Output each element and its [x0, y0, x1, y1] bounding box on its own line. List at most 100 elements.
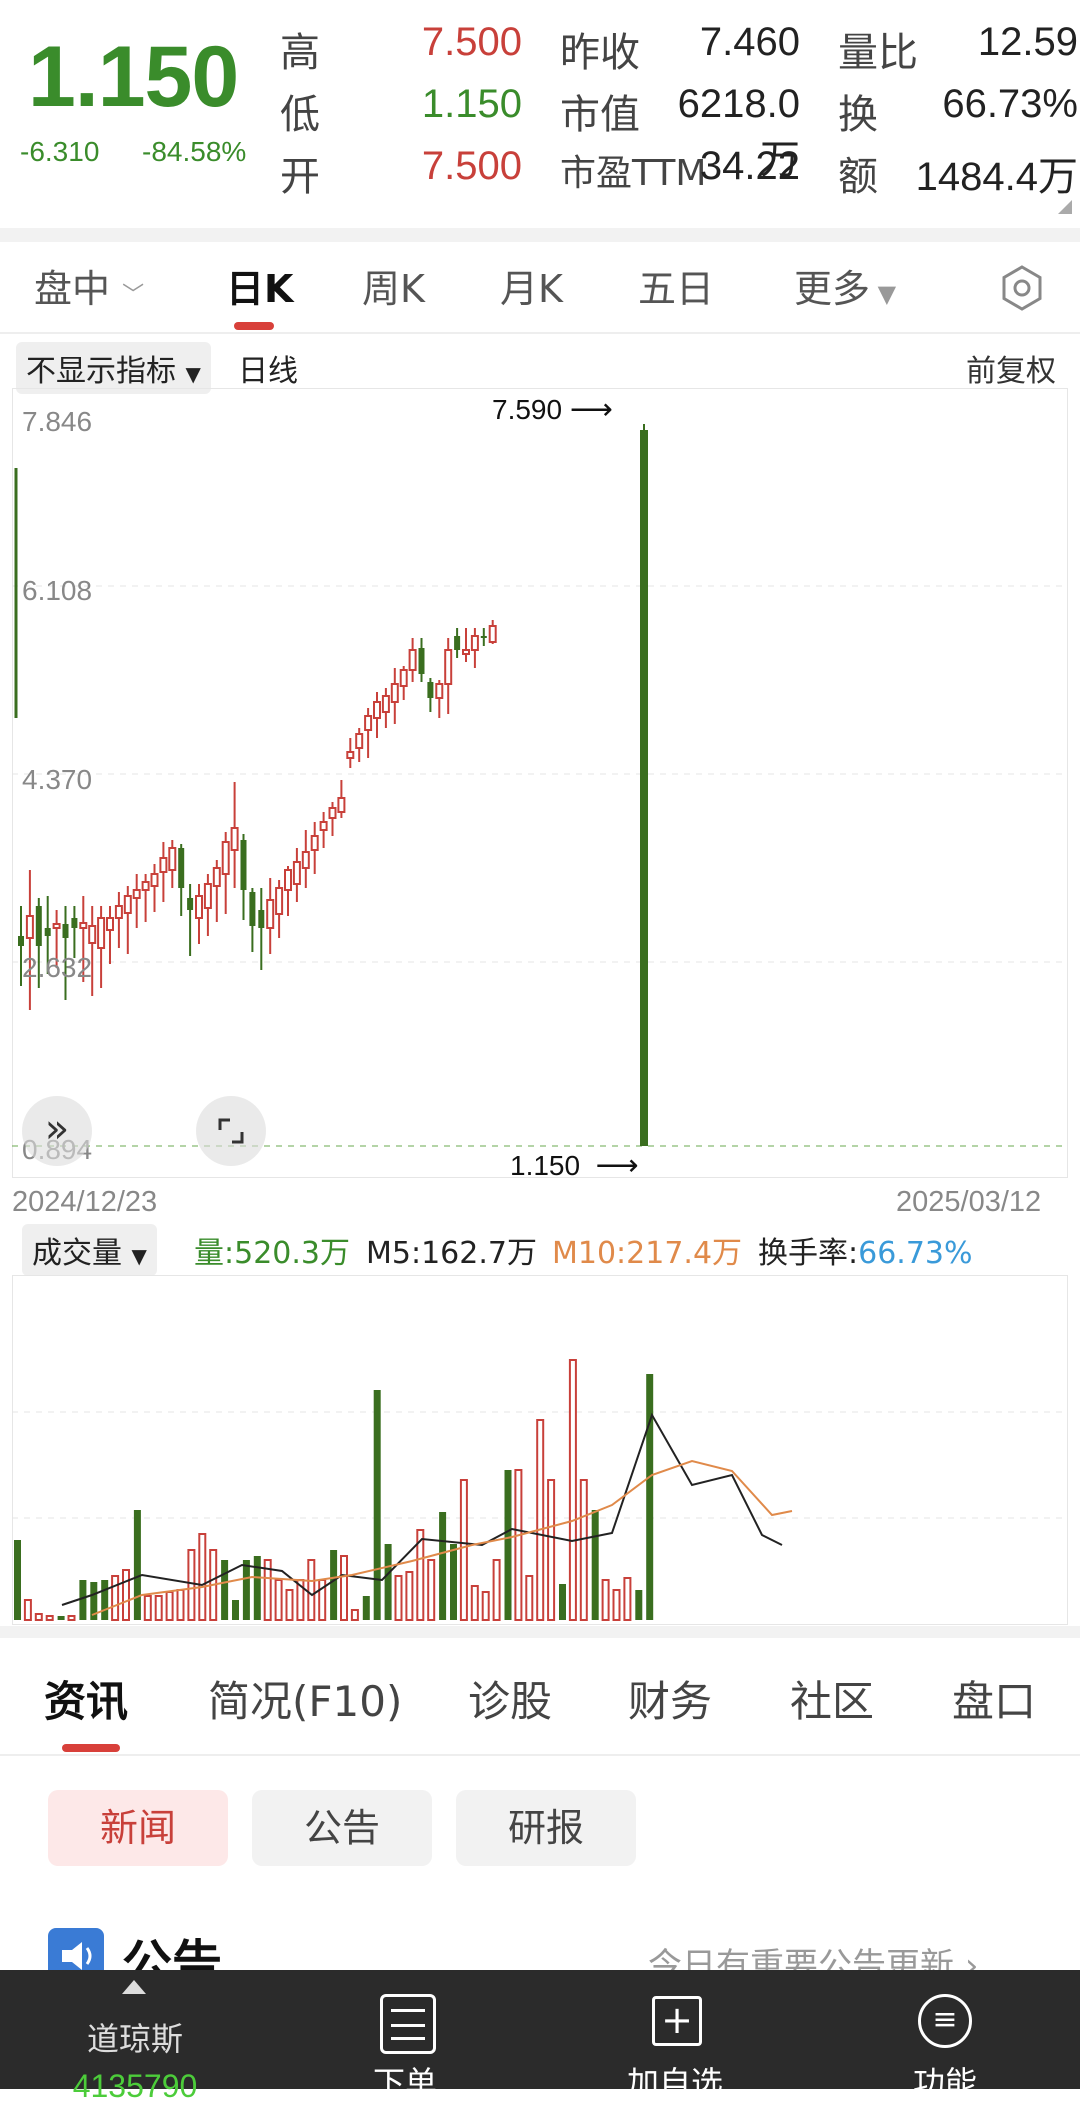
- candle-body: [275, 887, 284, 915]
- tab-five-day[interactable]: 五日: [638, 267, 715, 311]
- caret-up-icon[interactable]: [122, 1980, 146, 1994]
- chip-announcements[interactable]: 公告: [252, 1790, 432, 1866]
- date-end: 2025/03/12: [896, 1186, 1042, 1218]
- volume-bar: [34, 1613, 43, 1621]
- adjust-mode[interactable]: 前复权: [966, 354, 1056, 389]
- tab-diagnosis[interactable]: 诊股: [468, 1677, 553, 1726]
- volume-value: 量:520.3万: [194, 1236, 350, 1271]
- vol-ratio-label: 量比: [838, 30, 918, 76]
- candle-body: [418, 648, 425, 674]
- volume-bar: [330, 1550, 338, 1620]
- candle-body: [435, 683, 444, 699]
- volume-bar: [45, 1615, 54, 1621]
- menu-icon[interactable]: ≡: [918, 1994, 972, 2048]
- candle-body: [212, 867, 221, 887]
- volume-bar: [646, 1374, 654, 1620]
- volume-indicator-dropdown[interactable]: 成交量 ▼: [22, 1224, 157, 1276]
- tab-weekly-k[interactable]: 周K: [362, 267, 425, 311]
- add-watchlist-button[interactable]: 加自选: [626, 2064, 723, 2102]
- tab-finance[interactable]: 财务: [628, 1677, 713, 1726]
- amount-label: 额: [838, 154, 878, 200]
- candle-body: [488, 625, 497, 643]
- tab-news[interactable]: 资讯: [44, 1677, 129, 1726]
- candle-body: [399, 669, 408, 687]
- volume-bar: [439, 1512, 447, 1620]
- pe-value: 34.22: [699, 144, 800, 188]
- turnover-rate: 换手率:66.73%: [758, 1236, 973, 1271]
- tab-more[interactable]: 更多 ▼: [794, 267, 897, 311]
- volume-bar: [504, 1470, 512, 1620]
- volume-bar: [547, 1479, 556, 1621]
- volume-bar: [242, 1560, 250, 1620]
- open-value: 7.500: [421, 144, 522, 188]
- candle-body: [62, 924, 69, 938]
- chart-frame: [12, 1275, 1068, 1625]
- index-value: 4135790: [72, 2068, 198, 2104]
- volume-chart[interactable]: [12, 1275, 1068, 1625]
- candle-body: [427, 682, 434, 698]
- volume-bar: [384, 1544, 392, 1620]
- add-watchlist-icon[interactable]: +: [652, 1996, 702, 2046]
- index-name[interactable]: 道琼斯: [86, 2020, 183, 2058]
- candle-body: [141, 881, 150, 891]
- candle-body: [444, 649, 453, 685]
- tab-orderbook[interactable]: 盘口: [952, 1677, 1037, 1726]
- candle-body: [132, 889, 141, 899]
- high-annotation: 7.590 ⟶: [492, 393, 613, 426]
- candle-body: [187, 898, 194, 910]
- candle-body: [71, 918, 78, 928]
- volume-bar: [187, 1549, 196, 1621]
- volume-bar: [450, 1544, 457, 1620]
- candle-body: [168, 847, 177, 871]
- candle-body: [195, 895, 203, 919]
- candle-body: [310, 835, 319, 851]
- fullscreen-button[interactable]: [196, 1096, 266, 1166]
- tab-community[interactable]: 社区: [790, 1677, 875, 1726]
- volume-bar: [90, 1582, 98, 1620]
- bottom-bar: 道琼斯 4135790 下单 + 加自选 ≡ 功能: [0, 1970, 1080, 2104]
- volume-bar: [623, 1577, 632, 1621]
- candle-body: [18, 936, 24, 946]
- line-type-label: 日线: [238, 354, 298, 389]
- volume-bar: [57, 1616, 65, 1620]
- chip-research[interactable]: 研报: [456, 1790, 636, 1866]
- order-icon[interactable]: [380, 1994, 436, 2054]
- divider: [0, 1754, 1080, 1756]
- collapse-panel-button[interactable]: »: [22, 1096, 92, 1166]
- tab-profile[interactable]: 简况(F10): [208, 1677, 403, 1726]
- divider: [0, 228, 1080, 242]
- volume-bar: [514, 1469, 523, 1621]
- candlestick-chart[interactable]: [12, 388, 1068, 1178]
- corner-expand-icon[interactable]: [1058, 200, 1072, 214]
- candle-body: [52, 923, 61, 929]
- volume-bar: [394, 1575, 403, 1621]
- tab-intraday[interactable]: 盘中 ﹀: [34, 267, 145, 311]
- volume-bar: [492, 1559, 501, 1621]
- volume-bar: [101, 1580, 109, 1620]
- settings-icon[interactable]: [998, 264, 1046, 312]
- candle-body: [337, 797, 346, 813]
- volume-bar: [176, 1589, 185, 1621]
- volume-bar: [165, 1591, 174, 1621]
- ma10-value: M10:217.4万: [552, 1236, 743, 1271]
- chip-news[interactable]: 新闻: [48, 1790, 228, 1866]
- volume-bar: [350, 1609, 359, 1621]
- turnover-label: 换: [838, 92, 878, 138]
- quote-header: 1.150 -6.310 -84.58% 高 7.500 低 1.150 开 7…: [0, 0, 1080, 228]
- candle-body: [328, 807, 337, 819]
- order-button[interactable]: 下单: [372, 2064, 437, 2102]
- volume-bar: [253, 1556, 261, 1620]
- ma10-line: [91, 1459, 793, 1616]
- high-label: 高: [280, 30, 320, 76]
- price-axis-label: 4.370: [22, 764, 93, 795]
- indicator-dropdown[interactable]: 不显示指标 ▼: [16, 342, 211, 394]
- volume-bar: [591, 1510, 599, 1620]
- expand-icon: [218, 1118, 244, 1144]
- tab-daily-k[interactable]: 日K: [226, 267, 294, 311]
- tab-monthly-k[interactable]: 月K: [500, 267, 563, 311]
- candle-body: [301, 851, 310, 869]
- volume-bar: [427, 1559, 436, 1621]
- candle-body: [258, 910, 265, 928]
- amount-value: 1484.4万: [915, 155, 1078, 199]
- function-button[interactable]: 功能: [912, 2064, 977, 2102]
